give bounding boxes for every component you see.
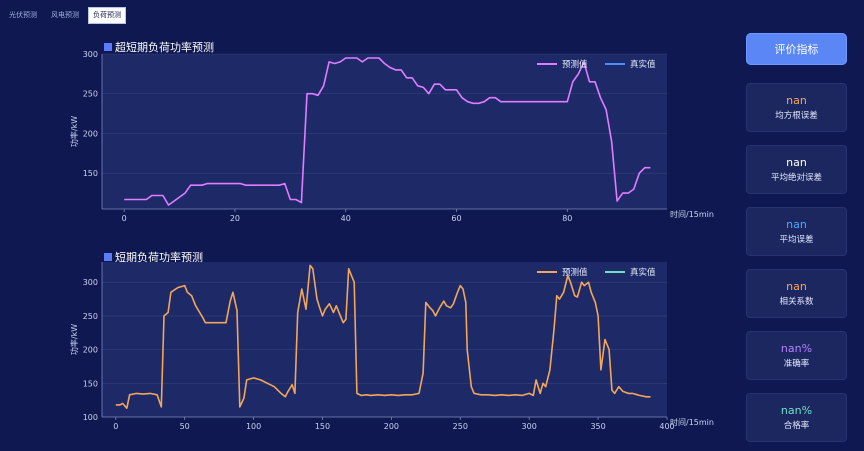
- series-line-forecast: [124, 57, 651, 206]
- metric-correlation-card: nan 相关系数: [746, 269, 847, 318]
- y-tick-label: 300: [83, 50, 98, 59]
- x-tick-label: 80: [562, 214, 572, 223]
- short-term-title-text: 短期负荷功率预测: [115, 251, 203, 264]
- series-line-forecast: [115, 264, 651, 409]
- metric-pass-rate-card: nan% 合格率: [746, 393, 847, 442]
- y-tick-label: 200: [83, 346, 98, 355]
- x-tick-label: 200: [384, 422, 399, 431]
- ultra-short-chart-title: 超短期负荷功率预测: [104, 39, 214, 55]
- metric-mae-value: nan: [786, 156, 807, 169]
- y-tick-label: 200: [83, 129, 98, 138]
- metric-correlation-value: nan: [786, 280, 807, 293]
- metric-rmse-value: nan: [786, 94, 807, 107]
- tab-bar: 光伏预测 风电预测 负荷预测: [4, 7, 126, 24]
- y-tick-label: 250: [83, 312, 98, 321]
- y-tick-label: 250: [83, 90, 98, 99]
- metric-mae-label: 平均绝对误差: [770, 173, 822, 183]
- y-axis-label: 功率/kW: [69, 116, 79, 147]
- x-tick-label: 0: [113, 422, 118, 431]
- x-tick-label: 250: [453, 422, 468, 431]
- short-term-load-chart: 100 150 200 250 300 0 50 100 150 200 250 300 350 400时…: [69, 262, 714, 431]
- ultra-short-title-text: 超短期负荷功率预测: [115, 41, 214, 54]
- title-marker-icon: [104, 253, 112, 261]
- y-tick-label: 300: [83, 278, 98, 287]
- legend-label: 预测值: [562, 267, 588, 278]
- metric-correlation-label: 相关系数: [779, 297, 814, 307]
- metric-mean-error-card: nan 平均误差: [746, 207, 847, 256]
- x-tick-label: 400: [659, 422, 674, 431]
- x-tick-label: 50: [180, 422, 190, 431]
- legend-label: 真实值: [630, 267, 656, 278]
- ultra-short-load-chart: 150 200 250 300 0 20 40 60 80 时间/15min 功率/kW 预测值 真实值: [69, 50, 714, 223]
- metric-rmse-label: 均方根误差: [775, 111, 818, 121]
- x-tick-label: 300: [522, 422, 537, 431]
- y-tick-label: 150: [83, 169, 98, 178]
- x-axis-label: 时间/15min: [670, 417, 714, 427]
- metric-accuracy-label: 准确率: [783, 359, 810, 369]
- x-tick-label: 40: [341, 214, 351, 223]
- legend-label: 预测值: [562, 59, 588, 70]
- metric-mean-error-value: nan: [786, 218, 807, 231]
- x-tick-label: 100: [246, 422, 261, 431]
- y-tick-label: 150: [83, 379, 98, 388]
- tab-pv-forecast[interactable]: 光伏预测: [9, 11, 37, 19]
- metric-mae-card: nan 平均绝对误差: [746, 145, 847, 194]
- plot-area: [102, 262, 667, 417]
- plot-area: [102, 54, 667, 209]
- x-tick-label: 150: [315, 422, 330, 431]
- metric-pass-rate-value: nan%: [780, 404, 813, 417]
- metric-pass-rate-label: 合格率: [783, 421, 810, 431]
- tab-wind-forecast[interactable]: 风电预测: [51, 11, 79, 19]
- metric-accuracy-value: nan%: [780, 342, 813, 355]
- x-tick-label: 20: [230, 214, 240, 223]
- title-marker-icon: [104, 43, 112, 51]
- x-tick-label: 350: [590, 422, 605, 431]
- x-tick-label: 0: [122, 214, 127, 223]
- metric-accuracy-card: nan% 准确率: [746, 331, 847, 380]
- x-axis-label: 时间/15min: [670, 209, 714, 219]
- evaluation-metrics-button[interactable]: 评价指标: [746, 33, 847, 65]
- metric-mean-error-label: 平均误差: [779, 235, 814, 245]
- y-tick-label: 100: [83, 413, 98, 422]
- short-term-chart-title: 短期负荷功率预测: [104, 249, 203, 265]
- x-tick-label: 60: [451, 214, 461, 223]
- legend-label: 真实值: [630, 59, 656, 70]
- tab-load-forecast[interactable]: 负荷预测: [88, 7, 126, 24]
- y-axis-label: 功率/kW: [69, 324, 79, 355]
- metric-rmse-card: nan 均方根误差: [746, 83, 847, 132]
